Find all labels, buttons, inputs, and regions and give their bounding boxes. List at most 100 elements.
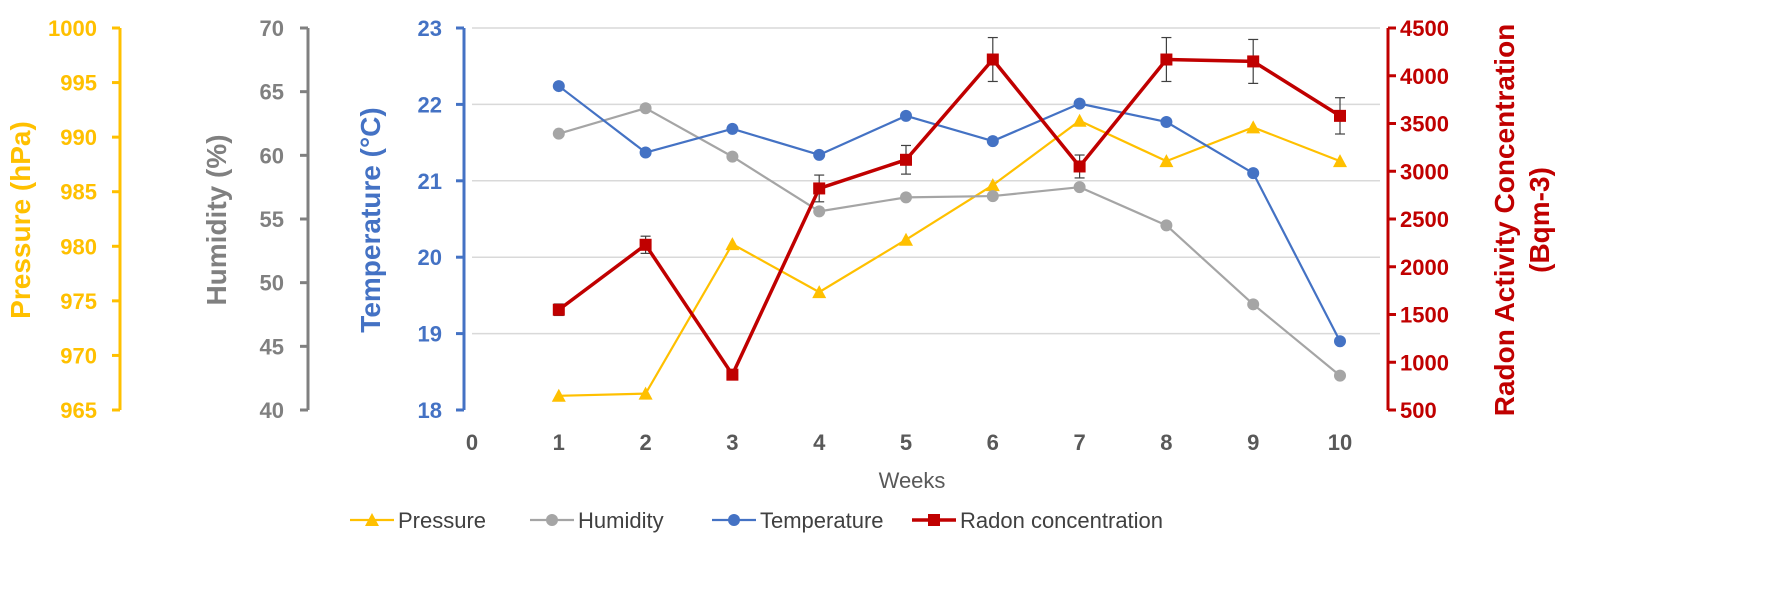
humidity-axis: 40 45 50 55 60 65 70 Humidity (%) (201, 16, 310, 423)
temperature-tick-label: 22 (418, 92, 442, 117)
pressure-point (1159, 154, 1174, 168)
pressure-point (638, 386, 653, 400)
temperature-tick-label: 21 (418, 169, 442, 194)
pressure-point (899, 232, 913, 246)
pressure-point (985, 178, 1000, 192)
humidity-tick-label: 45 (260, 334, 284, 359)
humidity-point (1334, 369, 1346, 382)
temperature-tick-label: 19 (418, 322, 442, 347)
radon-concentration-point (726, 368, 739, 381)
radon-tick-label: 1000 (1400, 350, 1449, 375)
pressure-point (1333, 154, 1347, 168)
temperature-point (552, 80, 565, 93)
radon-concentration-point (1247, 55, 1260, 68)
humidity-tick-label: 55 (260, 207, 284, 232)
radon-tick-label: 3000 (1400, 159, 1449, 184)
humidity-line (558, 107, 1341, 377)
radon-axis-title-line: (Bqm-3) (1524, 167, 1555, 273)
legend-marker (728, 514, 740, 526)
plot-area (551, 36, 1347, 402)
radon-concentration-point (552, 303, 565, 316)
pressure-point (812, 285, 827, 299)
x-tick-label: 6 (987, 430, 999, 455)
gridlines (472, 27, 1380, 335)
pressure-tick-label: 995 (60, 71, 97, 96)
radon-concentration-point (813, 182, 826, 195)
humidity-tick-label: 70 (260, 16, 284, 41)
radon-tick-label: 2000 (1400, 255, 1449, 280)
humidity-tick-label: 65 (260, 80, 284, 105)
radon-concentration-point (900, 153, 912, 166)
pressure-tick-label: 965 (60, 398, 97, 423)
legend-marker (546, 514, 558, 526)
legend-item-pressure: Pressure (350, 508, 486, 533)
radon-tick-label: 1500 (1400, 303, 1449, 328)
pressure-tick-label: 975 (60, 289, 97, 314)
temperature-point (813, 148, 826, 161)
x-tick-label: 2 (639, 430, 651, 455)
radon-concentration-line (557, 57, 1341, 377)
temperature-point (639, 146, 652, 159)
x-axis-title: Weeks (879, 468, 946, 493)
x-tick-label: 8 (1160, 430, 1172, 455)
x-tick-label: 9 (1247, 430, 1259, 455)
x-tick-label: 5 (900, 430, 912, 455)
temperature-tick-label: 20 (418, 245, 442, 270)
radon-tick-label: 3500 (1400, 112, 1449, 137)
x-tick-label: 3 (726, 430, 738, 455)
radon-concentration-point (1073, 160, 1086, 173)
pressure-tick-label: 970 (60, 343, 97, 368)
pressure-line (558, 119, 1341, 397)
x-tick-label: 0 (466, 430, 478, 455)
temperature-point (1160, 115, 1173, 128)
temperature-axis: 18 19 20 21 22 23 Temperature (°C) (355, 16, 466, 423)
pressure-point (1246, 120, 1261, 134)
radon-axis-title: Radon Activity Concentration (Bqm-3) (1489, 24, 1555, 417)
temperature-point (986, 135, 999, 148)
x-tick-label: 4 (813, 430, 826, 455)
humidity-point (726, 150, 739, 163)
humidity-tick-label: 50 (260, 271, 284, 296)
x-tick-label: 1 (553, 430, 565, 455)
legend: Pressure Humidity Temperature Radon concent… (350, 508, 1163, 533)
legend-item-radon-concentration: Radon concentration (912, 508, 1163, 533)
radon-axis-title-line: Radon Activity Concentration (1489, 24, 1520, 417)
radon-tick-label: 4000 (1400, 64, 1449, 89)
temperature-tick-label: 18 (418, 398, 442, 423)
temperature-point (1334, 335, 1346, 348)
x-tick-label: 10 (1328, 430, 1352, 455)
radon-concentration-point (986, 53, 999, 66)
humidity-point (900, 191, 912, 204)
pressure-tick-label: 990 (60, 125, 97, 150)
x-axis: 0 1 2 3 4 5 6 7 8 9 10 Weeks (466, 430, 1352, 493)
humidity-series (552, 102, 1346, 382)
legend-label: Temperature (760, 508, 884, 533)
pressure-point (725, 237, 740, 251)
humidity-point (986, 190, 999, 203)
temperature-point (1073, 97, 1086, 110)
temperature-series (552, 80, 1346, 348)
temperature-line (558, 85, 1341, 342)
radon-concentration-point (1160, 53, 1173, 66)
humidity-axis-title: Humidity (%) (201, 134, 232, 305)
pressure-axis-title: Pressure (hPa) (5, 121, 36, 319)
pressure-tick-label: 980 (60, 234, 97, 259)
humidity-tick-label: 60 (260, 143, 284, 168)
radon-concentration-series (552, 36, 1346, 381)
radon-axis: 500 1000 1500 2000 2500 3000 3500 4000 4500 Radon… (1386, 16, 1555, 423)
y-axes: 965 970 975 980 985 990 995 1000 Pressure (hPa) 4… (5, 16, 1555, 423)
pressure-point (551, 388, 566, 402)
legend-marker (365, 513, 379, 526)
pressure-tick-label: 985 (60, 180, 97, 205)
temperature-tick-label: 23 (418, 16, 442, 41)
humidity-point (1247, 298, 1260, 311)
radon-concentration-point (1334, 109, 1346, 122)
radon-tick-label: 4500 (1400, 16, 1449, 41)
pressure-point (1072, 113, 1087, 127)
legend-marker (928, 514, 940, 526)
temperature-axis-title: Temperature (°C) (355, 107, 386, 332)
humidity-point (1160, 219, 1173, 232)
pressure-series (551, 113, 1347, 402)
temperature-point (1247, 167, 1260, 180)
legend-label: Humidity (578, 508, 664, 533)
